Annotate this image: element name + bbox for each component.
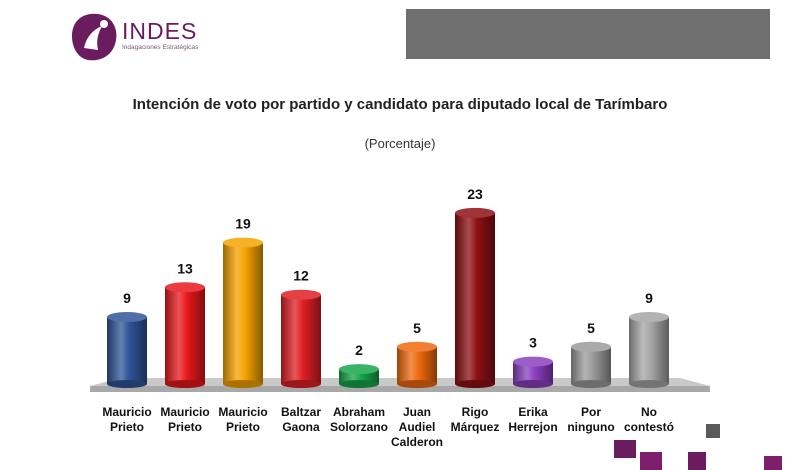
bar-base [571,380,611,388]
decor-square [688,452,706,470]
bar-base [629,380,669,388]
category-label: Mauricio Prieto [102,405,151,434]
bar-body [165,287,205,384]
bar-cap [107,312,147,323]
bar-base [513,380,553,388]
bar-body [397,346,437,384]
bar-cap [455,207,495,218]
bar [629,312,669,388]
chart-title: Intención de voto por partido y candidat… [132,96,668,113]
bar-cap [397,341,437,352]
chart-subtitle: (Porcentaje) [364,136,436,151]
category-label: Por ninguno [567,405,614,434]
decor-square [706,424,720,438]
indes-logo [72,13,117,61]
bar-cap [223,237,263,248]
bar-cap [571,341,611,352]
bar-body [107,317,147,384]
data-label: 2 [355,342,363,358]
bar-body [281,294,321,384]
bar [107,312,147,388]
bar-body [629,317,669,384]
bar [397,341,437,388]
bar-base [339,380,379,388]
bar-base [397,380,437,388]
bar [339,364,379,388]
bar [223,237,263,388]
logo-name: INDES [122,18,198,44]
decor-square [614,440,636,458]
bar-base [455,380,495,388]
bar-base [281,380,321,388]
bar-base [165,380,205,388]
data-label: 19 [235,216,251,232]
data-label: 5 [413,320,421,336]
category-label: Mauricio Prieto [218,405,267,434]
bar-body [455,212,495,384]
bar-cap [165,282,205,293]
category-label: Baltzar Gaona [281,405,321,434]
data-label: 5 [587,320,595,336]
bar-base [107,380,147,388]
decor-square [640,452,662,470]
data-label: 3 [529,335,537,351]
bar-base [223,380,263,388]
category-label: Rigo Márquez [451,405,500,434]
bar-cap [339,364,379,375]
bar-body [223,242,263,384]
logo-tagline: Indagaciones Estratégicas [122,44,199,51]
bar [513,356,553,388]
category-label: No contestó [624,405,674,434]
category-label: Mauricio Prieto [160,405,209,434]
decor-square [764,456,782,470]
bar-cap [513,356,553,367]
bar [281,289,321,388]
category-label: Juan Audiel Calderon [391,405,443,449]
header-bar [406,9,770,59]
category-label: Erika Herrejon [508,405,557,434]
data-label: 23 [467,186,483,202]
bar-body [513,361,553,384]
bar [571,341,611,388]
bar-body [571,346,611,384]
data-label: 9 [123,290,131,306]
category-label: Abraham Solorzano [330,405,388,434]
data-label: 13 [177,260,193,276]
data-label: 12 [293,268,309,284]
bar-cap [281,289,321,300]
bar-cap [629,312,669,323]
bar [165,282,205,388]
bar [455,207,495,388]
data-label: 9 [645,290,653,306]
